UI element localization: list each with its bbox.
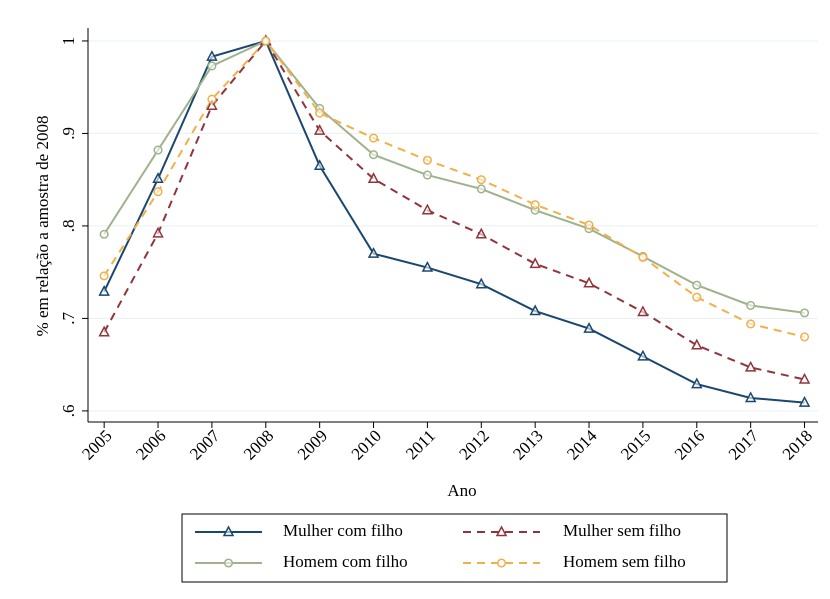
marker	[313, 159, 326, 171]
x-tick-label: 2007	[186, 426, 224, 464]
marker	[637, 305, 649, 317]
marker	[315, 108, 325, 118]
series-line	[103, 39, 805, 338]
marker	[99, 271, 109, 281]
marker	[692, 280, 702, 290]
marker	[475, 227, 488, 239]
marker	[98, 284, 110, 296]
marker	[367, 172, 380, 184]
marker	[799, 332, 810, 342]
marker	[637, 349, 649, 361]
marker	[152, 172, 164, 184]
marker	[798, 395, 811, 407]
marker	[691, 338, 703, 350]
marker	[638, 252, 648, 262]
x-tick-label: 2005	[78, 426, 115, 463]
legend-marker	[495, 525, 508, 537]
marker	[475, 277, 488, 289]
y-tick-label: .8	[59, 220, 78, 233]
series-line	[103, 39, 805, 404]
marker	[476, 184, 486, 194]
x-tick-label: 2017	[725, 426, 763, 464]
x-tick-label: 2009	[294, 426, 331, 463]
marker	[207, 94, 217, 104]
legend-marker	[223, 558, 234, 568]
x-tick-label: 2012	[455, 426, 492, 463]
marker	[529, 257, 541, 269]
marker	[421, 260, 434, 272]
x-tick-label: 2016	[671, 426, 708, 463]
marker	[313, 124, 326, 135]
marker	[584, 220, 594, 230]
marker	[746, 319, 756, 329]
marker	[152, 226, 164, 238]
marker	[583, 321, 595, 333]
x-tick-label: 2015	[617, 426, 654, 463]
marker	[367, 247, 380, 258]
y-tick-label: .9	[59, 127, 78, 140]
x-axis-title: Ano	[447, 481, 476, 500]
legend-box	[181, 513, 728, 583]
marker	[98, 325, 110, 337]
x-tick-label: 2013	[509, 426, 546, 463]
series-line	[103, 39, 805, 314]
legend-label: Mulher sem filho	[563, 521, 681, 540]
marker	[99, 229, 109, 239]
x-tick-label: 2008	[240, 426, 277, 463]
marker	[799, 308, 810, 318]
x-tick-label: 2010	[348, 426, 385, 463]
x-tick-label: 2011	[402, 426, 439, 463]
marker	[422, 155, 432, 165]
marker	[206, 99, 218, 110]
legend-label: Mulher com filho	[283, 521, 403, 540]
marker	[530, 200, 540, 210]
marker	[153, 145, 163, 155]
x-tick-label: 2018	[779, 426, 816, 463]
x-tick-label: 2014	[563, 426, 601, 464]
marker	[153, 187, 163, 197]
legend-marker	[222, 525, 235, 537]
marker	[744, 360, 757, 372]
marker	[368, 150, 379, 160]
marker	[583, 276, 595, 288]
marker	[691, 377, 703, 389]
legend-label: Homem sem filho	[563, 552, 686, 571]
marker	[529, 304, 541, 316]
marker	[207, 61, 217, 71]
marker	[476, 175, 486, 185]
y-axis-title: % em relação a amostra de 2008	[33, 116, 52, 337]
marker	[368, 133, 379, 143]
marker	[692, 292, 702, 302]
marker	[746, 300, 756, 311]
legend-label: Homem com filho	[283, 552, 408, 571]
y-tick-label: .7	[59, 312, 78, 325]
marker	[798, 372, 811, 384]
x-tick-label: 2006	[132, 426, 169, 463]
series-line	[103, 39, 805, 381]
marker	[421, 203, 434, 215]
marker	[744, 391, 757, 403]
y-tick-label: .6	[59, 405, 78, 418]
marker	[422, 170, 432, 180]
marker	[261, 36, 271, 46]
legend-marker	[496, 558, 507, 568]
marker	[206, 50, 218, 61]
y-tick-label: 1	[59, 37, 78, 46]
